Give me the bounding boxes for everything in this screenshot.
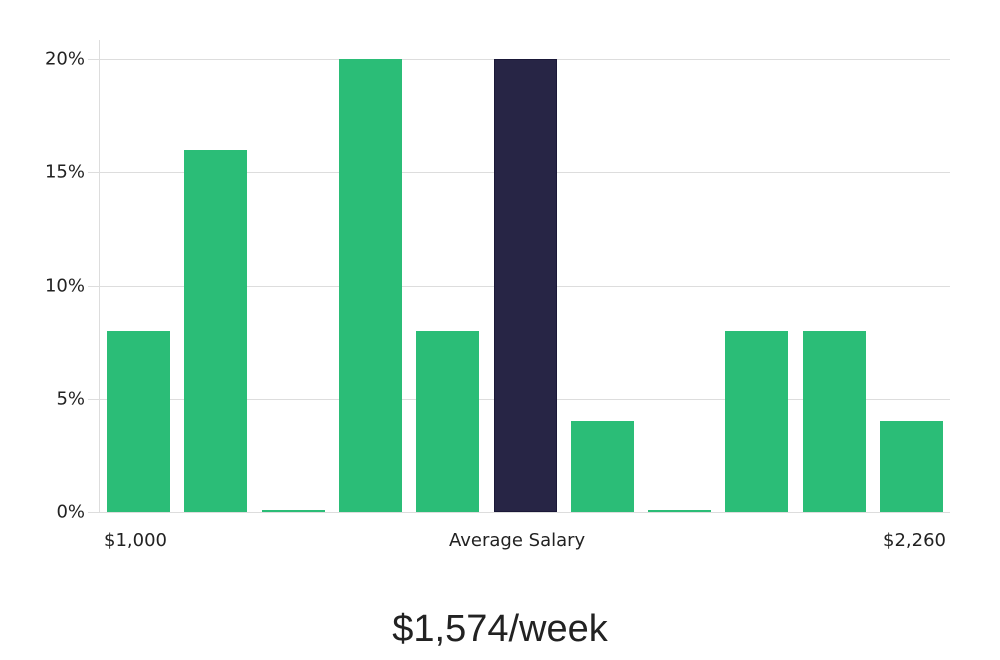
y-tick-label: 5% <box>56 388 85 410</box>
bar <box>261 510 325 512</box>
y-tick-label: 10% <box>44 275 85 296</box>
x-axis-title: Average Salary <box>449 530 586 551</box>
bar-highlighted <box>493 59 557 512</box>
y-tick-label: 20% <box>44 48 85 70</box>
average-salary-value: $1,574/week <box>392 608 608 650</box>
y-axis-line <box>99 40 100 513</box>
x-max-label: $2,260 <box>883 530 946 551</box>
bar <box>338 59 402 512</box>
bar <box>802 330 866 512</box>
bar <box>725 330 789 512</box>
bar <box>184 149 248 512</box>
salary-histogram: 0% 5% 10% 15% 20% $1,000 Average Salary $2,2… <box>44 40 950 551</box>
bar <box>416 330 480 512</box>
bar <box>570 421 634 512</box>
gridline <box>88 512 950 513</box>
bar <box>880 421 943 512</box>
x-min-label: $1,000 <box>104 530 167 551</box>
y-tick-label: 0% <box>56 501 85 523</box>
y-tick-label: 15% <box>44 161 85 183</box>
bar <box>648 510 712 512</box>
bar <box>107 330 170 512</box>
